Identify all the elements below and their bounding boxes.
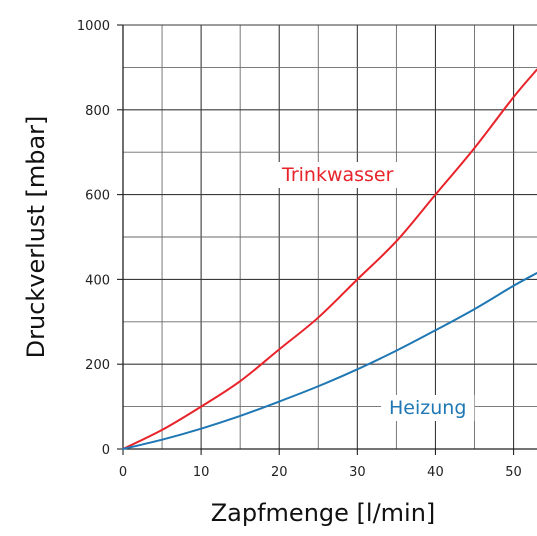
series-line-heizung bbox=[122, 272, 537, 450]
x-tick-label: 0 bbox=[119, 465, 127, 480]
y-tick-label: 200 bbox=[85, 358, 110, 373]
y-tick-label: 1000 bbox=[77, 19, 110, 34]
x-tick-label: 20 bbox=[271, 465, 288, 480]
x-tick-label: 50 bbox=[505, 465, 522, 480]
series-labels: Trinkwasser Heizung bbox=[273, 162, 475, 421]
x-tick-label: 40 bbox=[427, 465, 444, 480]
x-tick-label: 30 bbox=[349, 465, 366, 480]
y-tick-label: 400 bbox=[85, 273, 110, 288]
series-label-background bbox=[273, 162, 402, 188]
tick-labels: 0 200 400 600 800 1000 0 10 20 30 40 50 bbox=[77, 19, 522, 480]
series-lines bbox=[122, 68, 537, 450]
y-tick-label: 0 bbox=[102, 443, 110, 458]
y-tick-label: 600 bbox=[85, 189, 110, 204]
series-line-trinkwasser bbox=[122, 68, 537, 450]
series-label-trinkwasser: Trinkwasser bbox=[281, 164, 394, 186]
x-axis-title: Zapfmenge [l/min] bbox=[211, 499, 436, 527]
y-tick-label: 800 bbox=[85, 104, 110, 119]
series-label-background bbox=[381, 395, 475, 421]
y-axis-title: Druckverlust [mbar] bbox=[22, 116, 50, 359]
x-tick-label: 10 bbox=[193, 465, 210, 480]
grid bbox=[123, 24, 537, 449]
series-label-heizung: Heizung bbox=[389, 397, 466, 419]
